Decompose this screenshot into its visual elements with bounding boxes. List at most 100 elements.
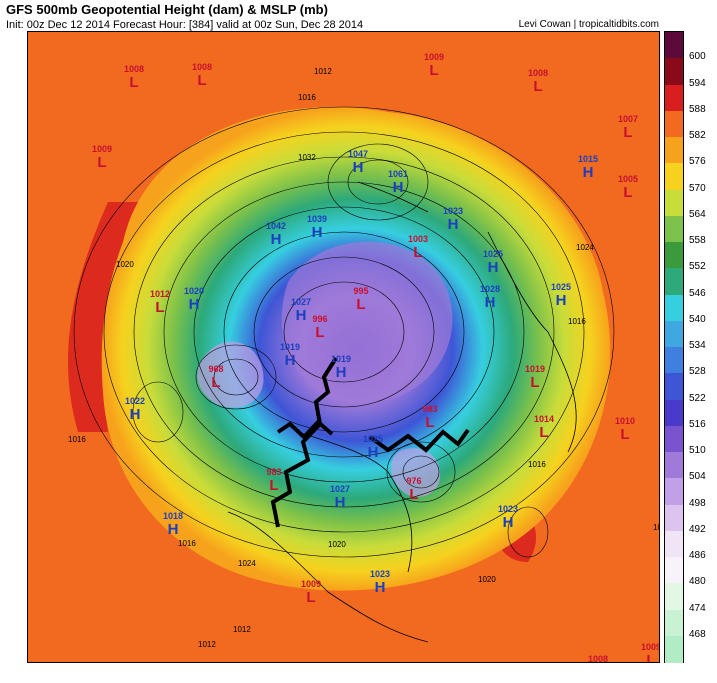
pressure-center-value: 983 — [422, 404, 437, 414]
colorbar-level-label: 498 — [689, 497, 706, 509]
pressure-center-value: 1023 — [443, 206, 463, 216]
isobar-value-label: 1016 — [568, 317, 586, 326]
colorbar-cell — [665, 399, 683, 427]
colorbar-cell — [665, 609, 683, 637]
pressure-center-value: 995 — [353, 286, 368, 296]
pressure-center-value: 983 — [266, 467, 281, 477]
high-pressure-marker: H — [130, 406, 141, 423]
colorbar-level-label: 570 — [689, 182, 706, 194]
colorbar-cell — [665, 84, 683, 112]
low-pressure-marker: L — [356, 296, 365, 313]
colorbar-level-label: 486 — [689, 550, 706, 561]
pressure-center-value: 1008 — [124, 64, 144, 74]
credit-label: Levi Cowan | tropicaltidbits.com — [518, 19, 659, 30]
pressure-center-value: 1015 — [578, 154, 598, 164]
colorbar-cell — [665, 58, 683, 86]
isobar-value-label: 1012 — [233, 625, 251, 634]
pressure-center-value: 1009 — [301, 579, 321, 589]
colorbar-level-label: 504 — [689, 471, 706, 483]
pressure-center-value: 1012 — [150, 289, 170, 299]
isobar-value-label: 1032 — [298, 153, 316, 162]
colorbar-cell — [665, 452, 683, 479]
isobar-contour — [103, 131, 585, 533]
pressure-center-value: 996 — [312, 314, 327, 324]
pressure-center-value: 1019 — [280, 342, 300, 352]
pressure-center-value: 1008 — [588, 654, 608, 663]
pressure-center-value: 1025 — [363, 434, 383, 444]
high-pressure-marker: H — [285, 352, 296, 369]
isobar-labels: 1012 1016 1032 1020 1024 1016 1012 1016 1012 1024… — [68, 67, 660, 649]
isobar-contour — [132, 381, 184, 443]
isobar-contour — [283, 281, 405, 383]
coastlines — [227, 181, 577, 643]
colorbar-cell — [665, 215, 683, 243]
isobar-contour — [213, 358, 259, 396]
colorbar-cell — [665, 530, 683, 558]
low-pressure-marker: L — [623, 184, 632, 201]
pressure-center-value: 976 — [406, 476, 421, 486]
low-pressure-marker: L — [197, 72, 206, 89]
isobar-contour — [507, 506, 549, 558]
trough-axis-east — [368, 428, 470, 453]
colorbar-level-label: 546 — [689, 287, 706, 299]
isobar-value-label: 1012 — [314, 67, 332, 76]
high-pressure-marker: H — [393, 179, 404, 196]
low-pressure-marker: L — [155, 299, 164, 316]
colorbar-level-label: 522 — [689, 392, 706, 404]
colorbar-cell — [665, 32, 683, 59]
isobar-layer — [73, 106, 615, 558]
low-pressure-marker: L — [315, 324, 324, 341]
pressure-center-value: 1042 — [266, 221, 286, 231]
pressure-center-value: 1023 — [498, 504, 518, 514]
isobar-contour — [223, 231, 465, 433]
pressure-center-value: 1010 — [615, 416, 635, 426]
high-pressure-marker: H — [583, 164, 594, 181]
isobar-value-label: 1020 — [328, 540, 346, 549]
pressure-center-value: 1047 — [348, 149, 368, 159]
low-pressure-marker: L — [530, 374, 539, 391]
isobar-value-label: 1016 — [178, 539, 196, 548]
isobar-contour — [73, 106, 615, 558]
low-pressure-marker: L — [620, 426, 629, 443]
isobar-contour — [133, 156, 555, 508]
low-pressure-marker: L — [269, 477, 278, 494]
isobar-contour — [402, 455, 440, 489]
trough-axis-west — [270, 356, 338, 528]
colorbar-cell — [665, 189, 683, 217]
pressure-center-value: 1014 — [534, 414, 554, 424]
low-center-labrador — [391, 448, 441, 497]
colorbar-cell — [665, 557, 683, 584]
isobar-contour — [193, 206, 495, 458]
high-pressure-marker: H — [312, 224, 323, 241]
isobar-value-label: 1012 — [653, 523, 660, 532]
trough-axis-pacific — [276, 419, 334, 440]
colorbar-cell — [665, 478, 683, 506]
colorbar-level-label: 552 — [689, 261, 706, 273]
pressure-center-value: 1020 — [184, 286, 204, 296]
pressure-center-value: 1003 — [408, 234, 428, 244]
high-pressure-marker: H — [448, 216, 459, 233]
colorbar-level-label: 558 — [689, 235, 706, 246]
pressure-center-value: 1022 — [125, 396, 145, 406]
pressure-center-value: 1009 — [641, 642, 660, 652]
colorbar-level-label: 588 — [689, 103, 706, 115]
colorbar-cell — [665, 110, 683, 138]
high-pressure-marker: H — [503, 514, 514, 531]
colorbar-level-label: 600 — [689, 51, 706, 63]
colorbar-cell — [665, 504, 683, 532]
pressure-center-value: 1025 — [551, 282, 571, 292]
colorbar-level-label: 474 — [689, 602, 706, 614]
pressure-center-value: 1027 — [330, 484, 350, 494]
colorbar-cell — [665, 242, 683, 269]
chart-subtitle: Init: 00z Dec 12 2014 Forecast Hour: [38… — [6, 19, 364, 31]
high-pressure-marker: H — [485, 294, 496, 311]
colorbar-level-label: 594 — [689, 77, 706, 89]
high-pressure-marker: H — [556, 292, 567, 309]
isobar-contour — [163, 181, 525, 483]
low-pressure-marker: L — [425, 414, 434, 431]
isobar-value-label: 1012 — [198, 640, 216, 649]
colorbar-cell — [665, 294, 683, 322]
isobar-value-label: 1020 — [478, 575, 496, 584]
